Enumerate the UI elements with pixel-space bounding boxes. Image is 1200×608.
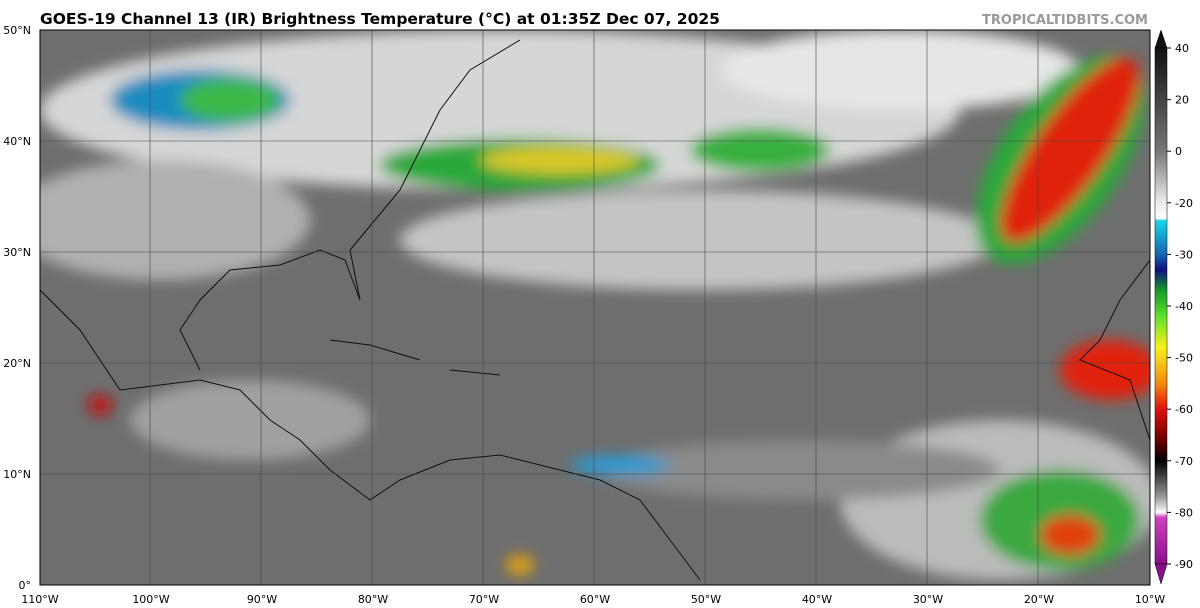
satellite-image <box>39 29 1151 586</box>
colorbar-tick-label: -20 <box>1175 197 1193 210</box>
longitude-label: 20°W <box>1024 593 1054 606</box>
graticule <box>40 30 1150 585</box>
colorbar-tick-label: -30 <box>1175 248 1193 261</box>
labels: 0° 10°N 20°N 30°N 40°N 50°N 110°W 100°W 90°W 80°W… <box>3 24 1193 606</box>
colorbar <box>1154 29 1168 585</box>
longitude-label: 50°W <box>691 593 721 606</box>
colorbar-tick-label: 0 <box>1175 145 1182 158</box>
longitude-label: 30°W <box>913 593 943 606</box>
latitude-label: 10°N <box>3 468 31 481</box>
longitude-label: 80°W <box>358 593 388 606</box>
longitude-label: 100°W <box>132 593 169 606</box>
latitude-label: 50°N <box>3 24 31 37</box>
longitude-label: 90°W <box>247 593 277 606</box>
latitude-label: 40°N <box>3 135 31 148</box>
longitude-label: 110°W <box>21 593 58 606</box>
colorbar-tick-label: -40 <box>1175 300 1193 313</box>
colorbar-tick-label: -70 <box>1175 455 1193 468</box>
longitude-label: 10°W <box>1135 593 1165 606</box>
title: GOES-19 Channel 13 (IR) Brightness Tempe… <box>40 10 720 28</box>
longitude-label: 60°W <box>580 593 610 606</box>
colorbar-tick-label: -90 <box>1175 558 1193 571</box>
colorbar-tick-label: -80 <box>1175 506 1193 519</box>
source-watermark: TROPICALTIDBITS.COM <box>982 13 1148 28</box>
longitude-label: 70°W <box>469 593 499 606</box>
colorbar-tick-label: 40 <box>1175 42 1189 55</box>
colorbar-tick-label: -60 <box>1175 403 1193 416</box>
colorbar-tick-label: 20 <box>1175 94 1189 107</box>
colorbar-tick-label: -50 <box>1175 352 1193 365</box>
longitude-label: 40°W <box>802 593 832 606</box>
coastlines <box>40 39 1150 581</box>
latitude-label: 30°N <box>3 246 31 259</box>
latitude-label: 20°N <box>3 357 31 370</box>
latitude-label: 0° <box>19 579 32 592</box>
